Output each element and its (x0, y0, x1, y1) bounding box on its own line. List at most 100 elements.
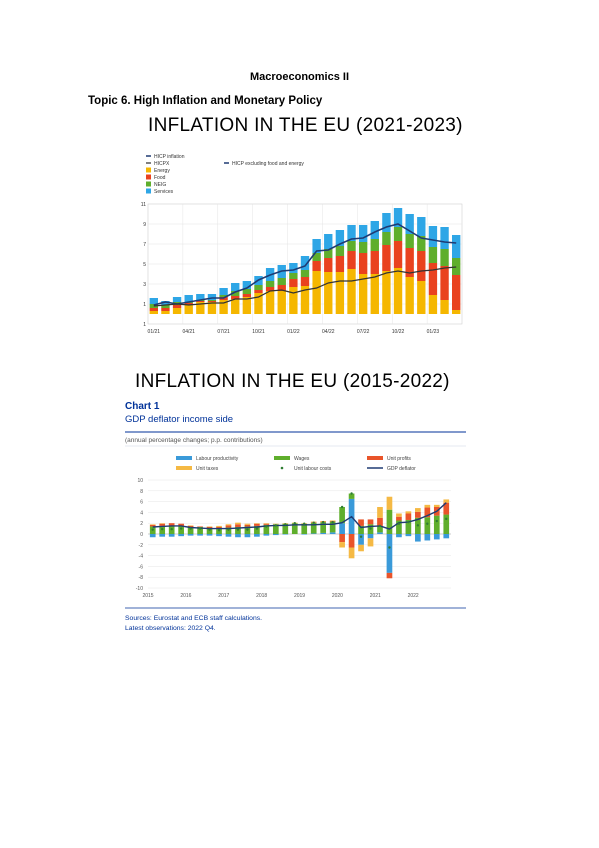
chart2-bar-unit-profits (168, 523, 175, 527)
chart2-y-tick-label: -10 (136, 586, 143, 592)
chart2-bar-unit-taxes (433, 504, 440, 507)
chart1-bar-services (242, 281, 252, 289)
chart2-point-unit-labour-costs (388, 546, 391, 549)
chart2-bar-unit-profits (216, 526, 222, 529)
chart2-bar-unit-profits (405, 513, 412, 520)
chart2-y-tick-label: 10 (137, 478, 143, 484)
chart2-point-unit-labour-costs (161, 527, 164, 531)
chart1-bar-services (312, 239, 321, 253)
chart1-legend-label: Food (154, 175, 166, 181)
chart2-bar-labour-productivity (206, 534, 213, 536)
chart2-bar-unit-taxes (424, 504, 431, 508)
chart2-bar-unit-taxes (159, 523, 166, 524)
chart2-y-tick-label: -8 (139, 575, 144, 581)
document-title: Macroeconomics II (249, 71, 350, 83)
chart2-bar-unit-profits (443, 502, 450, 515)
chart1-bar-services (196, 294, 205, 300)
chart1-x-tick-label: 10/22 (392, 329, 405, 335)
chart1-bar-neig (219, 295, 228, 297)
chart2-legend-swatch (367, 456, 383, 460)
document-subtitle: Topic 6. High Inflation and Monetary Pol… (88, 95, 323, 107)
chart2-bar-labour-productivity (377, 532, 383, 534)
chart2-bar-labour-productivity (367, 534, 374, 539)
chart1-bar-energy (358, 274, 368, 314)
chart2-y-tick-label: 8 (140, 489, 143, 495)
chart2-bar-labour-productivity (424, 534, 431, 541)
chart2-bar-labour-productivity (339, 523, 345, 534)
chart1-bar-services (347, 225, 356, 241)
chart2-bar-labour-productivity (235, 534, 241, 538)
chart1-bar-food (265, 287, 275, 291)
chart1-bar-energy (347, 269, 356, 314)
chart2-footnotes: Sources: Eurostat and ECB staff calculat… (125, 614, 262, 634)
chart2-y-tick-label: 6 (140, 500, 143, 506)
chart2-legend-label: Labour productivity (196, 456, 239, 462)
chart2-bar-unit-taxes (405, 511, 412, 514)
chart2-y-tick-label: -4 (139, 554, 144, 560)
chart1-bar-neig (265, 281, 275, 287)
chart1-bar-energy (242, 297, 252, 314)
chart2-bar-unit-profits (424, 507, 431, 518)
chart1-legend-swatch (146, 174, 151, 180)
chart1-bar-food (417, 251, 426, 281)
chart1-bar-services (451, 235, 461, 258)
chart2-bar-unit-taxes (235, 522, 241, 525)
chart2-point-unit-labour-costs (312, 521, 315, 524)
chart1-x-tick-label: 07/22 (357, 329, 370, 335)
chart2-point-unit-labour-costs (350, 492, 353, 495)
chart1-bar-food (161, 308, 170, 311)
chart1-bar-energy (289, 287, 298, 314)
chart2-bar-unit-taxes (225, 524, 232, 526)
chart1-lines (153, 223, 457, 307)
chart2-bar-wages (386, 509, 393, 534)
chart1-bar-services (440, 227, 449, 249)
chart1-bar-food (184, 303, 193, 305)
chart2-bar-unit-taxes (216, 525, 222, 527)
chart2-point-unit-labour-costs (255, 527, 259, 530)
chart1-bar-services (393, 208, 403, 227)
chart1-bar-neig (428, 247, 438, 263)
chart1-bar-neig (451, 258, 461, 275)
chart1-bar-neig (358, 242, 368, 253)
chart1-line-hicpx (153, 266, 457, 307)
chart1-legend-label: HICPX (154, 161, 170, 167)
chart2-bar-unit-profits (178, 523, 184, 527)
chart1-x-tick-label: 07/21 (217, 329, 230, 335)
chart2-bar-labour-productivity (415, 534, 421, 542)
chart1-y-tick-label: 11 (141, 202, 146, 208)
chart1-bar-neig (277, 278, 286, 285)
chart2-point-unit-labour-costs (265, 525, 268, 528)
chart2-bar-unit-profits (348, 534, 355, 548)
chart1-y-tick-label: 1 (143, 302, 146, 308)
chart1-bar-food (149, 308, 159, 311)
chart2-point-unit-labour-costs (151, 528, 154, 531)
chart2-legend-label: Unit profits (387, 456, 411, 462)
chart1-bar-food (335, 256, 345, 272)
chart1-bar-energy (254, 293, 263, 314)
chart1-legend-swatch (146, 181, 151, 187)
chart2-x-tick-label: 2016 (180, 593, 191, 599)
chart1-bar-food (289, 279, 298, 287)
chart1-bar-services (231, 283, 240, 291)
chart1-bar-energy (300, 286, 310, 314)
chart2-point-unit-labour-costs (331, 520, 334, 524)
chart1-bar-services (184, 295, 193, 302)
chart1-bar-neig (405, 234, 414, 248)
chart2-bar-labour-productivity (254, 534, 260, 537)
chart1-bar-food (440, 266, 449, 300)
chart2-bar-wages (263, 524, 270, 534)
chart2-bar-labour-productivity (433, 534, 440, 540)
chart1-bar-energy (231, 299, 240, 314)
chart1-bar-energy (312, 271, 321, 314)
chart2-point-unit-labour-costs (284, 523, 287, 526)
chart1-bar-services (149, 298, 159, 304)
chart1-bar-food (254, 290, 263, 293)
figure2-heading: INFLATION IN THE EU (2015-2022) (135, 371, 450, 392)
chart1-legend-label: HICP inflation (154, 154, 185, 160)
chart1-bar-food (382, 245, 391, 271)
chart1-bar-neig (231, 291, 240, 296)
chart2-legend: Labour productivity Wages Unit profits Unit… (176, 456, 416, 472)
chart2-bar-wages (424, 517, 431, 534)
chart2-bar-labour-productivity (405, 534, 412, 537)
chart1-bar-services (289, 263, 298, 273)
